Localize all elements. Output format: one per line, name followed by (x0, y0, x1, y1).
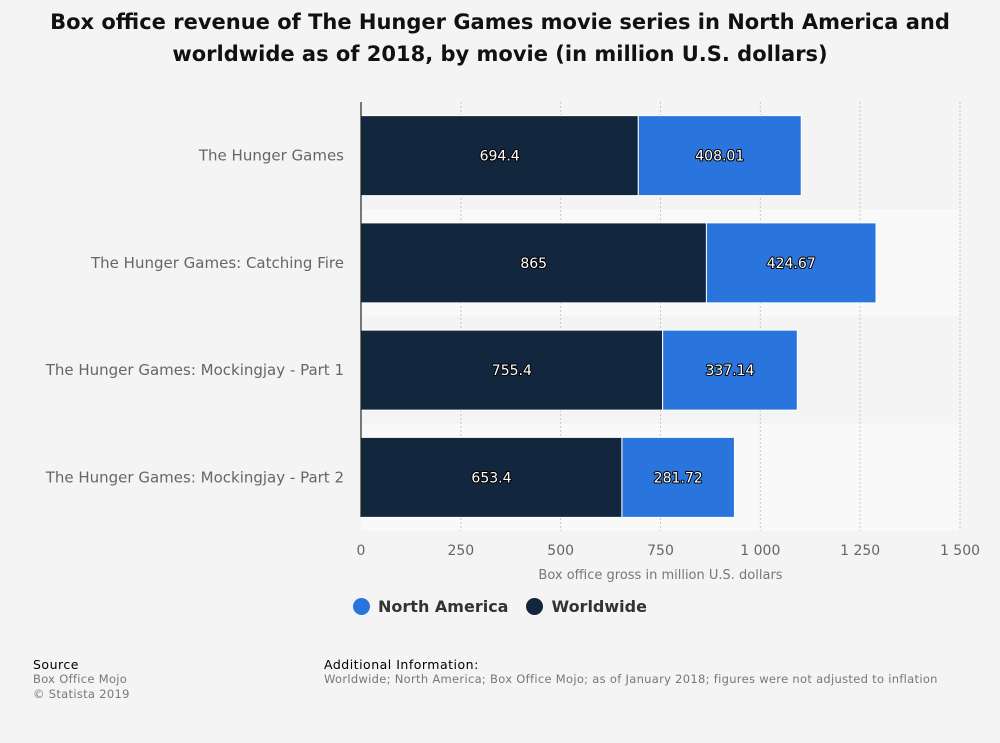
additional-info-label: Additional Information: (324, 657, 479, 672)
legend-label-worldwide: Worldwide (551, 597, 647, 616)
bar-worldwide-4[interactable] (360, 436, 623, 518)
source-label: Source (33, 657, 79, 672)
category-label-3: The Hunger Games: Mockingjay - Part 1 (45, 361, 344, 379)
x-axis-title: Box office gross in million U.S. dollars (538, 568, 782, 583)
x-tick-label-1250: 1 250 (840, 543, 880, 559)
x-tick-label-0: 0 (357, 543, 366, 559)
category-label-1: The Hunger Games (198, 147, 344, 165)
legend-item-north-america[interactable]: North America (353, 597, 508, 616)
additional-info-block: Additional Information: Worldwide; North… (324, 657, 938, 687)
data-label-north-america-2: 424.67 (767, 256, 816, 272)
data-label-north-america-3: 337.14 (705, 363, 754, 379)
worldwide-legend-icon (526, 598, 544, 615)
north-america-legend-icon (353, 598, 371, 615)
bar-worldwide-1[interactable] (360, 115, 639, 197)
chart-title: Box office revenue of The Hunger Games m… (50, 10, 950, 66)
data-label-worldwide-1: 694.4 (480, 149, 520, 165)
legend-item-worldwide[interactable]: Worldwide (526, 597, 647, 616)
bar-worldwide-3[interactable] (360, 329, 664, 411)
data-label-worldwide-4: 653.4 (471, 470, 511, 486)
copyright-text: © Statista 2019 (33, 687, 130, 701)
source-name[interactable]: Box Office Mojo (33, 672, 128, 686)
data-label-worldwide-3: 755.4 (492, 363, 532, 379)
bars (360, 115, 877, 518)
category-label-2: The Hunger Games: Catching Fire (90, 254, 344, 272)
x-tick-label-750: 750 (647, 543, 674, 559)
tick-labels: 0 250 500 750 1 000 1 250 1 500 (357, 543, 981, 559)
bar-north-america-3[interactable] (662, 329, 798, 411)
legend: North America Worldwide (0, 597, 1000, 616)
x-tick-label-250: 250 (447, 543, 474, 559)
data-label-north-america-1: 408.01 (695, 149, 744, 165)
x-tick-label-1500: 1 500 (940, 543, 980, 559)
bar-labels: 694.4 408.01 865 424.67 755.4 337.14 653.4 281.… (470, 148, 816, 488)
additional-info-text: Worldwide; North America; Box Office Moj… (324, 672, 938, 686)
bar-north-america-4[interactable] (621, 436, 735, 518)
x-tick-label-500: 500 (547, 543, 574, 559)
bar-north-america-1[interactable] (637, 115, 802, 197)
bar-north-america-2[interactable] (705, 222, 877, 304)
data-label-worldwide-2: 865 (520, 256, 547, 272)
x-tick-label-1000: 1 000 (740, 543, 780, 559)
category-labels: The Hunger Games The Hunger Games: Catchi… (45, 147, 344, 487)
category-label-4: The Hunger Games: Mockingjay - Part 2 (45, 468, 344, 486)
data-label-north-america-4: 281.72 (654, 470, 703, 486)
bar-worldwide-2[interactable] (360, 222, 707, 304)
legend-label-north-america: North America (378, 597, 509, 616)
source-block: Source Box Office Mojo © Statista 2019 (33, 657, 130, 702)
